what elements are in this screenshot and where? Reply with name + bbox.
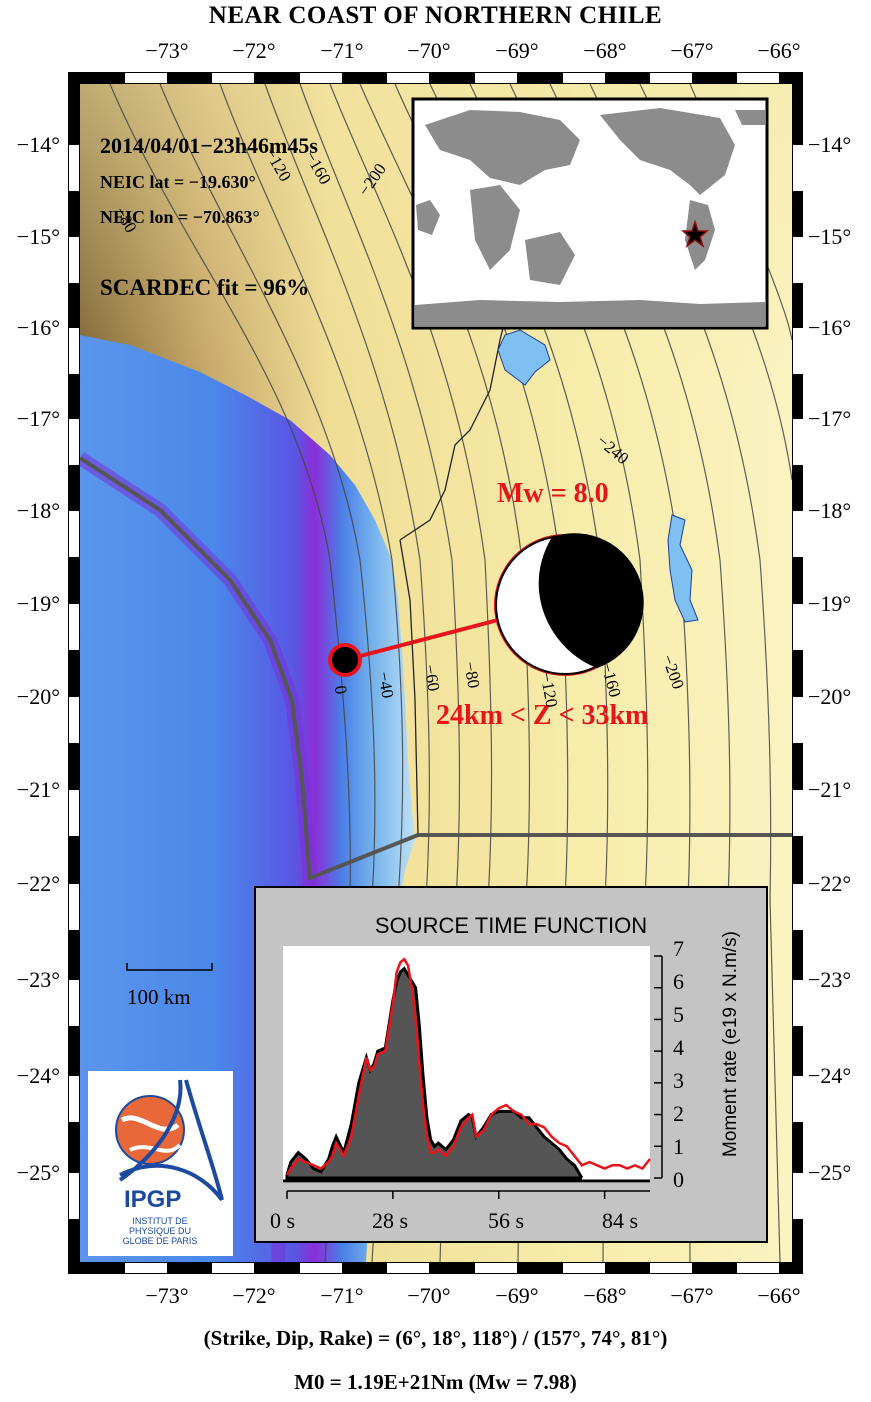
nodal-planes: (Strike, Dip, Rake) = (6°, 18°, 118°) / …	[203, 1326, 668, 1350]
stf-y-tick: 2	[673, 1101, 684, 1126]
lon-top-label: −72°	[232, 38, 276, 63]
scale-bar	[126, 963, 213, 971]
stf-y-tick: 1	[673, 1134, 684, 1159]
stf-title: SOURCE TIME FUNCTION	[374, 913, 648, 938]
epicenter-marker[interactable]	[328, 643, 362, 677]
lat-right-label: −14°	[808, 132, 852, 157]
lat-left-label: −16°	[16, 315, 60, 340]
event-longitude: NEIC lon = −70.863°	[100, 207, 260, 227]
scale-bar-label: 100 km	[127, 985, 191, 1009]
lon-top-label: −71°	[320, 38, 364, 63]
lon-bottom-label: −72°	[232, 1283, 276, 1308]
stf-y-tick: 5	[673, 1002, 684, 1027]
lat-right-label: −20°	[808, 684, 852, 709]
lon-bottom-label: −69°	[495, 1283, 539, 1308]
lat-right-label: −22°	[808, 871, 852, 896]
scalar-moment: M0 = 1.19E+21Nm (Mw = 7.98)	[294, 1370, 577, 1394]
lon-top-label: −70°	[407, 38, 451, 63]
stf-x-tick: 56 s	[488, 1208, 525, 1233]
lat-right-label: −24°	[808, 1063, 852, 1088]
lat-right-label: −21°	[808, 777, 852, 802]
focal-mechanism-beachball[interactable]	[494, 533, 644, 676]
lon-bottom-label: −73°	[145, 1283, 189, 1308]
inset-world-map	[411, 97, 769, 330]
lon-bottom-label: −68°	[583, 1283, 627, 1308]
location-star-icon	[680, 219, 710, 249]
lat-left-label: −17°	[16, 406, 60, 431]
map-title: NEAR COAST OF NORTHERN CHILE	[208, 2, 663, 29]
lon-top-label: −68°	[583, 38, 627, 63]
lat-left-label: −24°	[16, 1063, 60, 1088]
logo-subtext: INSTITUT DE PHYSIQUE DU GLOBE DE PARIS	[122, 1216, 198, 1246]
lat-left-label: −18°	[16, 498, 60, 523]
lat-right-label: −16°	[808, 315, 852, 340]
lon-top-label: −73°	[145, 38, 189, 63]
stf-y-tick: 7	[673, 936, 684, 961]
lon-bottom-label: −67°	[670, 1283, 714, 1308]
lat-left-label: −25°	[16, 1160, 60, 1185]
lat-left-label: −14°	[16, 132, 60, 157]
lat-left-label: −21°	[16, 777, 60, 802]
scardec-fit: SCARDEC fit = 96%	[100, 275, 310, 300]
stf-ylabel: Moment rate (e19 x N.m/s)	[720, 931, 741, 1157]
lon-top-label: −66°	[757, 38, 801, 63]
stf-y-tick: 6	[673, 969, 684, 994]
lon-top-label: −67°	[670, 38, 714, 63]
magnitude-label: Mw = 8.0	[497, 478, 609, 509]
lon-bottom-label: −70°	[407, 1283, 451, 1308]
map-frame	[68, 72, 803, 1274]
lat-right-label: −25°	[808, 1160, 852, 1185]
lat-left-label: −22°	[16, 871, 60, 896]
stf-fit-line	[285, 957, 651, 1176]
lat-right-label: −15°	[808, 224, 852, 249]
lon-bottom-label: −66°	[757, 1283, 801, 1308]
lat-right-label: −18°	[808, 498, 852, 523]
lon-top-label: −69°	[495, 38, 539, 63]
stf-y-tick: 0	[673, 1167, 684, 1192]
lon-bottom-label: −71°	[320, 1283, 364, 1308]
stf-y-tick: 3	[673, 1068, 684, 1093]
lat-left-label: −20°	[16, 684, 60, 709]
depth-label: 24km < Z < 33km	[436, 700, 649, 731]
lat-left-label: −15°	[16, 224, 60, 249]
stf-x-tick: 28 s	[372, 1208, 409, 1233]
logo-text: IPGP	[124, 1186, 182, 1213]
lat-right-label: −17°	[808, 406, 852, 431]
stf-axes	[286, 955, 663, 1199]
stf-x-tick: 0 s	[270, 1208, 296, 1233]
stf-y-tick: 4	[673, 1035, 684, 1060]
lat-right-label: −23°	[808, 967, 852, 992]
lake-titicaca	[497, 329, 551, 386]
event-datetime: 2014/04/01−23h46m45s	[100, 133, 318, 158]
lat-right-label: −19°	[808, 591, 852, 616]
main-map[interactable]	[68, 72, 803, 1274]
plate-boundary-south	[309, 833, 419, 880]
frame-ticks	[69, 73, 803, 1273]
stf-x-tick: 84 s	[602, 1208, 639, 1233]
lat-left-label: −23°	[16, 967, 60, 992]
stf-observed-area	[285, 966, 584, 1180]
plate-boundary	[78, 456, 312, 881]
event-latitude: NEIC lat = −19.630°	[100, 172, 256, 192]
beachball-leader-line	[344, 618, 499, 662]
stf-chart[interactable]	[254, 886, 768, 1243]
ipgp-logo	[88, 1071, 233, 1256]
salt-lake	[667, 514, 699, 623]
lat-left-label: −19°	[16, 591, 60, 616]
